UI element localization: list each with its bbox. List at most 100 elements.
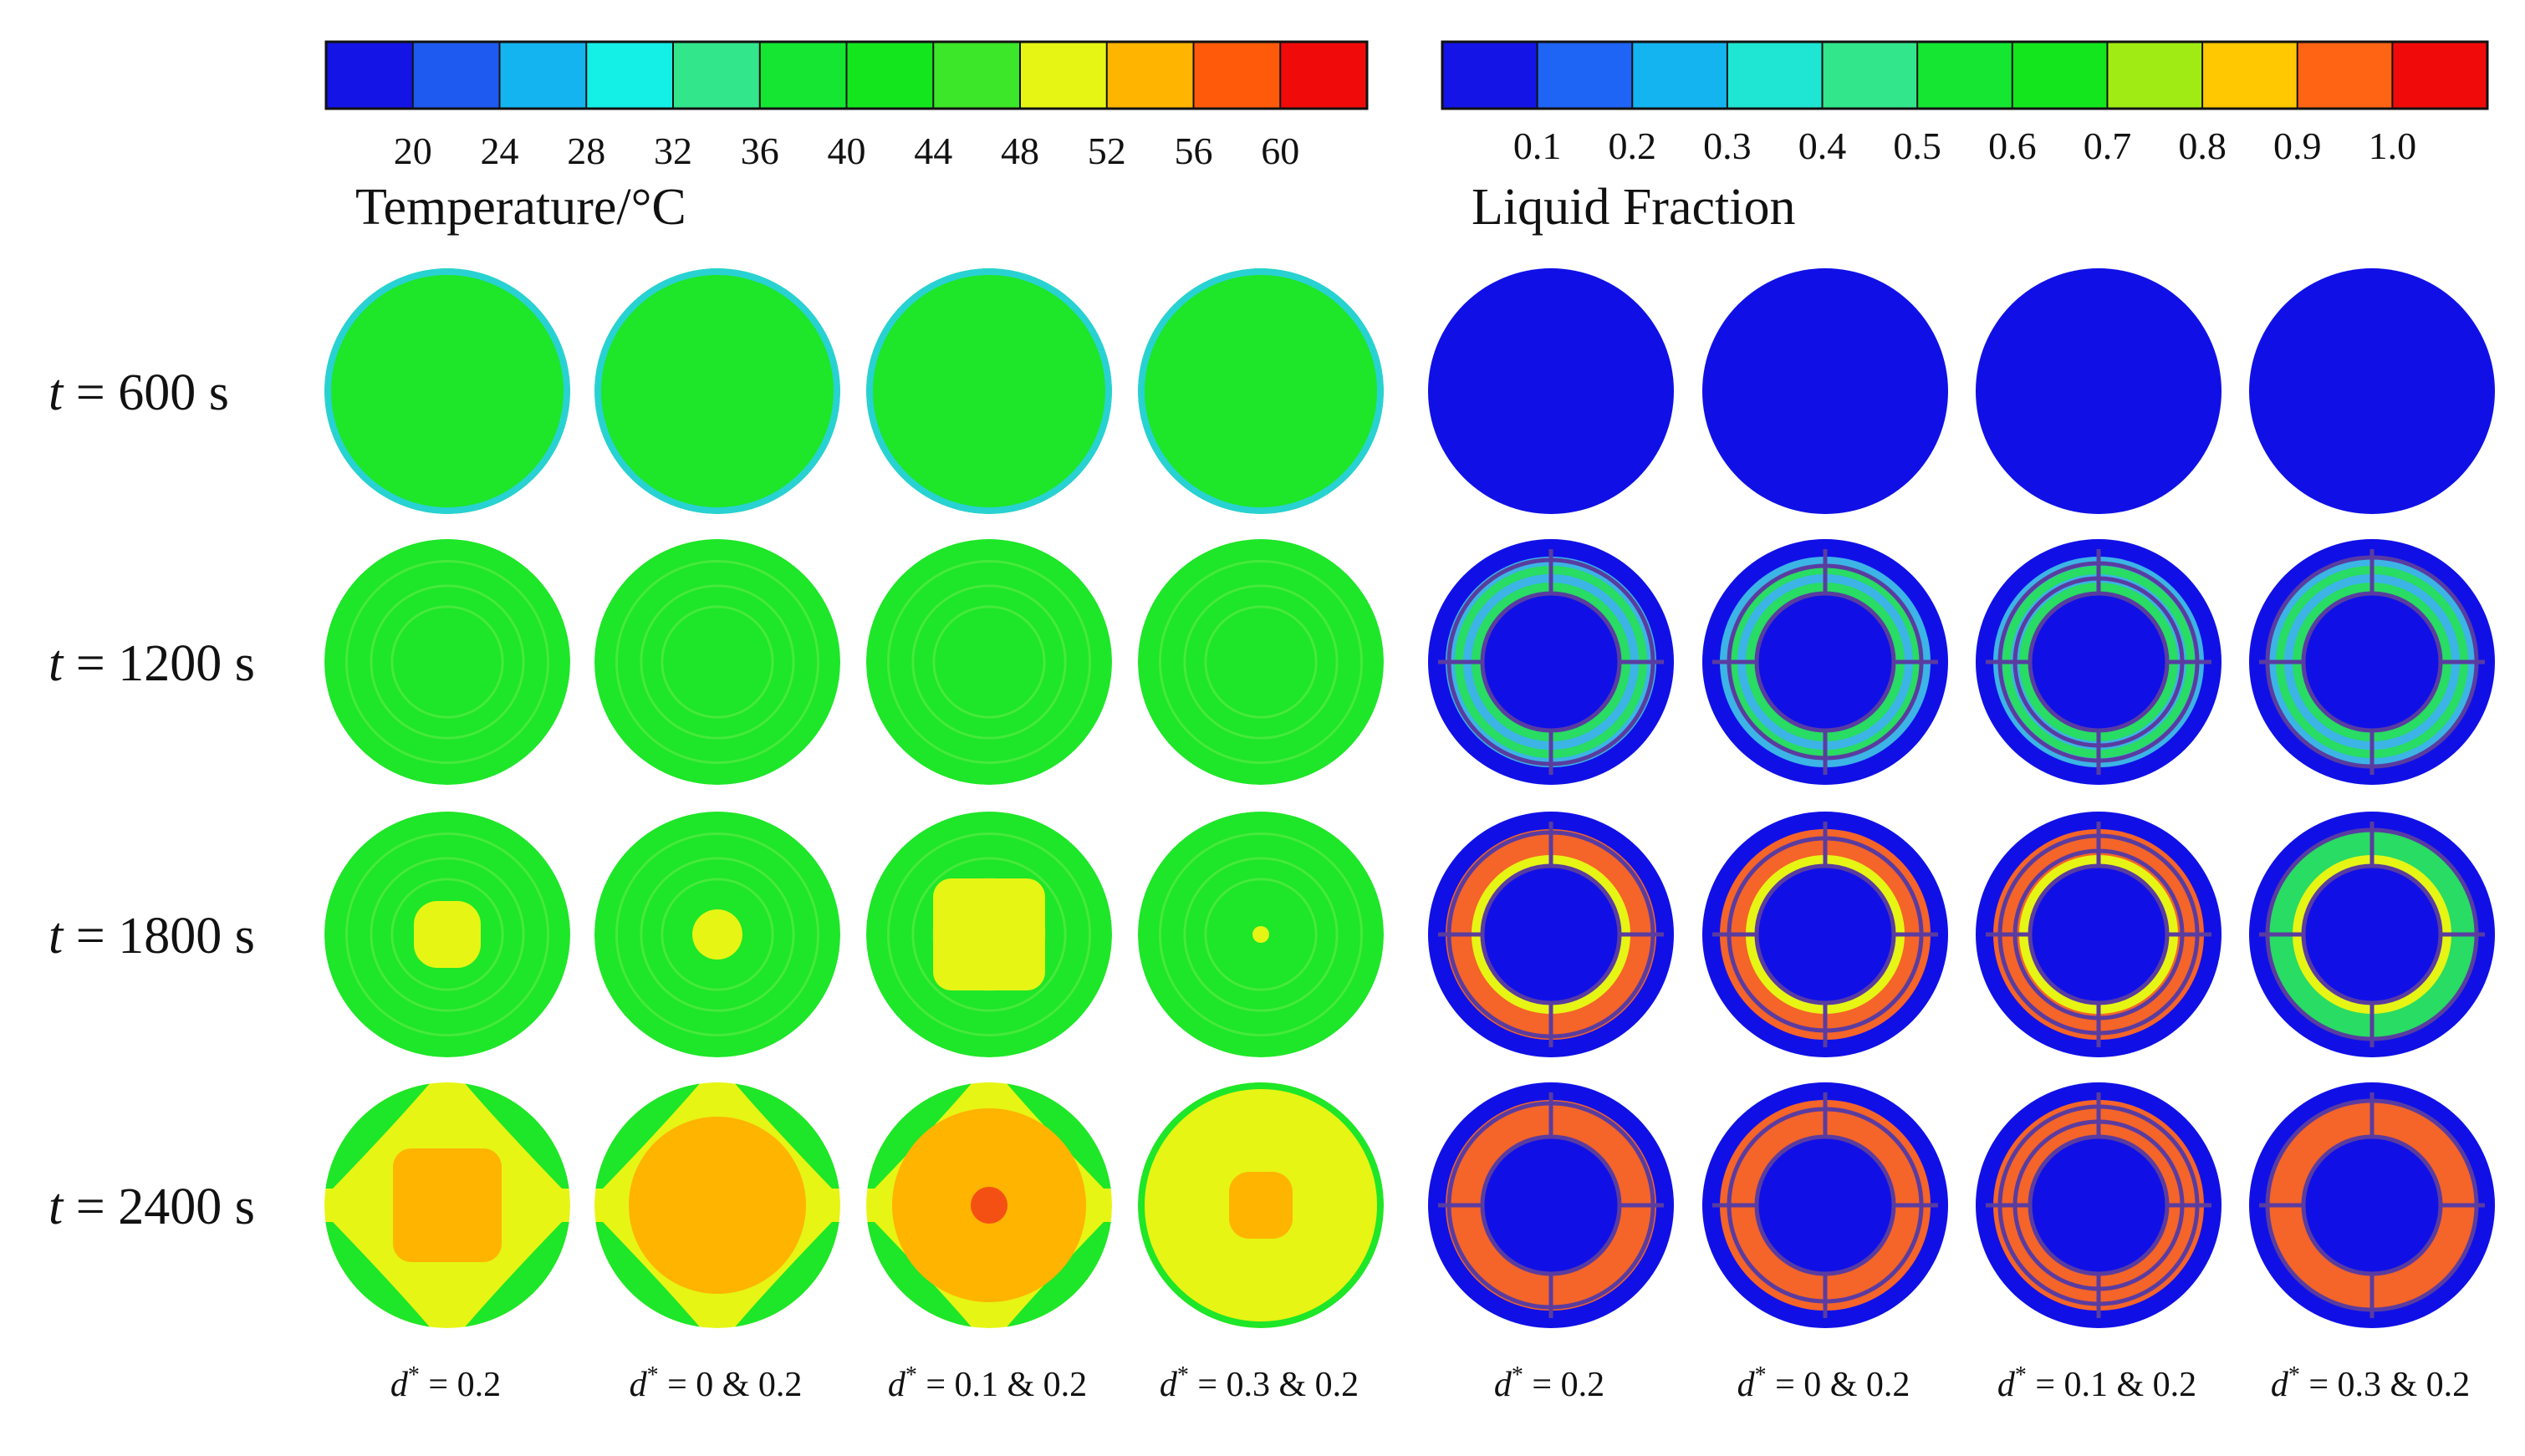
temperature-isoline — [911, 584, 1067, 740]
temperature-field — [866, 268, 1112, 514]
solid-core — [2303, 1137, 2441, 1274]
temperature-colorbar-swatch — [586, 42, 674, 109]
fin-ring — [1480, 1134, 1622, 1276]
temperature-colorbar-swatch — [326, 42, 414, 109]
fin-ring — [1480, 863, 1622, 1005]
temperature-colorbar-swatch — [933, 42, 1021, 109]
solid-core — [2303, 866, 2441, 1003]
fin-ring — [2301, 1134, 2443, 1276]
temperature-field — [324, 268, 570, 514]
liquid-fraction-colorbar-swatch — [1727, 42, 1824, 109]
solid-core — [1757, 866, 1894, 1003]
solid-core — [1757, 1137, 1894, 1274]
temperature-contour — [1138, 268, 1384, 514]
temperature-contour-grid — [324, 268, 1384, 1328]
temperature-isoline — [1204, 605, 1318, 719]
column-label: d* = 0 & 0.2 — [630, 1362, 803, 1404]
liquid-fraction-contour-grid — [1428, 268, 2495, 1328]
liquid-fraction-colorbar-tick-label: 0.9 — [2273, 125, 2322, 167]
temperature-contour — [324, 268, 570, 514]
liquid-fraction-tick-labels: 0.1 0.2 0.3 0.4 0.5 0.6 0.7 0.8 0.9 1.0 — [1513, 125, 2416, 167]
fin-ring — [2301, 591, 2443, 733]
temperature-contour — [1138, 812, 1384, 1057]
temperature-hot-core — [629, 1117, 806, 1294]
liquid-fraction-contour — [2249, 1082, 2495, 1328]
temperature-hot-core — [1229, 1172, 1293, 1239]
temperature-contour — [324, 539, 570, 785]
fin-ring — [2265, 555, 2479, 769]
solid-region — [2249, 268, 2495, 514]
fin-ring — [2012, 848, 2185, 1021]
temperature-legend: 20 24 28 32 36 40 44 48 52 56 60 Temperature/°C — [324, 40, 1369, 236]
temperature-contour — [324, 1082, 570, 1328]
liquid-fraction-contour — [2249, 812, 2495, 1057]
liquid-fraction-contour — [1428, 268, 1674, 514]
temperature-isoline — [1158, 832, 1364, 1037]
liquid-fraction-colorbar-swatch — [1822, 42, 1918, 109]
temperature-isoline — [640, 857, 795, 1012]
liquid-fraction-colorbar — [1441, 40, 2489, 110]
liquid-fraction-colorbar-tick-label: 0.3 — [1703, 125, 1752, 167]
liquid-fraction-colorbar-tick-label: 0.6 — [1988, 125, 2037, 167]
row-time-label: t = 1800 s — [48, 908, 255, 965]
solid-core — [1482, 1137, 1620, 1274]
fin-ring — [2265, 827, 2479, 1041]
temperature-field — [1138, 539, 1384, 785]
temperature-isoline — [390, 605, 504, 719]
temperature-colorbar-tick-label: 36 — [741, 130, 779, 172]
temperature-colorbar-tick-label: 24 — [481, 130, 519, 172]
liquid-fraction-contour — [1976, 812, 2221, 1057]
temperature-isoline — [886, 832, 1092, 1037]
column-label: d* = 0.3 & 0.2 — [2271, 1362, 2470, 1404]
liquid-fraction-colorbar-swatch — [2107, 42, 2203, 109]
column-label: d* = 0.1 & 0.2 — [888, 1362, 1087, 1404]
liquid-fraction-contour — [2249, 268, 2495, 514]
temperature-isoline — [1183, 857, 1339, 1012]
liquid-fraction-contour — [1702, 268, 1948, 514]
temperature-isoline — [344, 832, 550, 1037]
temperature-contour — [324, 812, 570, 1057]
temperature-contour — [594, 812, 840, 1057]
liquid-fraction-colorbar-tick-label: 0.2 — [1609, 125, 1657, 167]
liquid-fraction-colorbar-tick-label: 1.0 — [2369, 125, 2417, 167]
liquid-fraction-colorbar-swatch — [1442, 42, 1538, 109]
temperature-isoline — [370, 584, 525, 740]
temperature-colorbar-tick-label: 52 — [1088, 130, 1126, 172]
temperature-isoline — [911, 857, 1067, 1012]
temperature-isoline — [661, 605, 774, 719]
liquid-fraction-contour — [1702, 812, 1948, 1057]
temperature-colorbar-tick-label: 60 — [1261, 130, 1299, 172]
temperature-field — [1138, 268, 1384, 514]
temperature-cool-rim — [1138, 268, 1384, 514]
row-time-label: t = 2400 s — [48, 1179, 255, 1235]
temperature-colorbar-swatch — [759, 42, 847, 109]
liquid-fraction-contour — [1702, 539, 1948, 785]
temperature-warm-core — [692, 909, 742, 960]
fin-ring — [2028, 591, 2170, 733]
temperature-hottest-spot — [971, 1187, 1007, 1224]
fin-ring — [1754, 591, 1896, 733]
temperature-isoline — [661, 878, 774, 991]
temperature-contour — [866, 268, 1112, 514]
fin-ring — [2028, 1134, 2170, 1276]
column-label: d* = 0.2 — [1494, 1362, 1604, 1404]
temperature-cool-rim — [1138, 1082, 1384, 1328]
liquid-fraction-contour — [1428, 1082, 1674, 1328]
temperature-tick-labels: 20 24 28 32 36 40 44 48 52 56 60 — [394, 130, 1300, 172]
fin-ring — [1446, 557, 1655, 766]
temperature-isoline — [615, 832, 820, 1037]
fin-ring — [1997, 833, 2200, 1036]
temperature-colorbar — [324, 40, 1369, 110]
temperature-contour — [866, 539, 1112, 785]
temperature-isoline — [390, 878, 504, 991]
fin-ring — [1727, 836, 1924, 1033]
liquid-fraction-colorbar-swatch — [2202, 42, 2298, 109]
liquid-fraction-colorbar-tick-label: 0.5 — [1893, 125, 1941, 167]
column-labels: d* = 0.2 d* = 0 & 0.2 d* = 0.1 & 0.2 d* = 0… — [390, 1362, 2470, 1404]
fin-ring — [2265, 1098, 2479, 1312]
liquid-fraction-colorbar-tick-label: 0.8 — [2178, 125, 2227, 167]
temperature-colorbar-swatch — [412, 42, 500, 109]
column-label: d* = 0.3 & 0.2 — [1160, 1362, 1359, 1404]
fin-ring — [2301, 863, 2443, 1005]
